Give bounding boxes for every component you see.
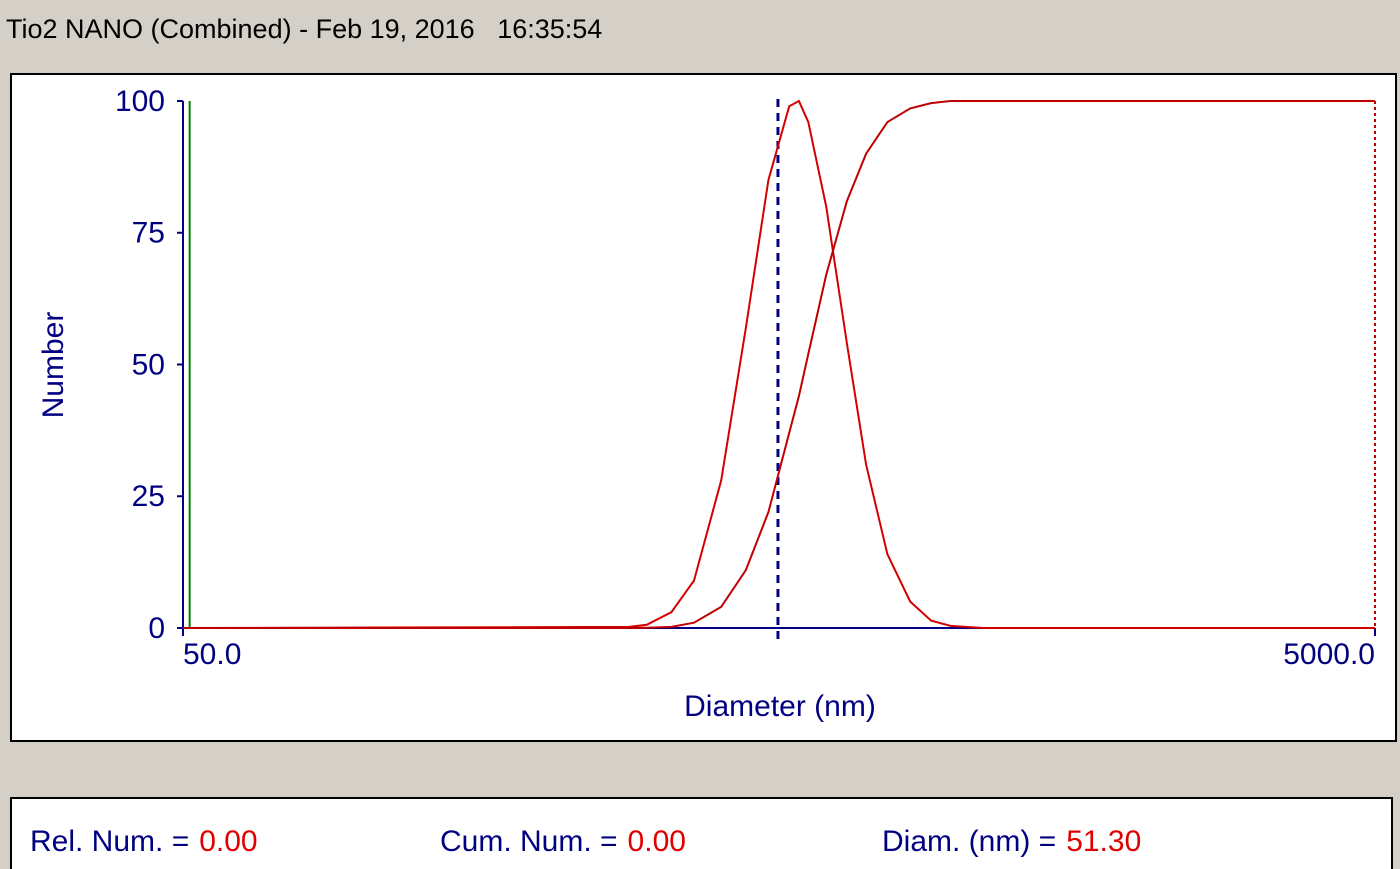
- status-field: Rel. Num. = 0.00: [30, 825, 258, 859]
- series-line: [183, 100, 1375, 629]
- x-tick-label: 50.0: [183, 638, 241, 671]
- status-field: Diam. (nm) = 51.30: [882, 825, 1141, 859]
- window-title: Tio2 NANO (Combined) - Feb 19, 2016 16:3…: [6, 14, 603, 44]
- status-panel: Rel. Num. = 0.00 Cum. Num. = 0.00 Diam. (nm)…: [10, 797, 1393, 869]
- series-line: [182, 99, 1375, 629]
- status-label: Rel. Num. =: [30, 825, 190, 858]
- x-axis-label: Diameter (nm): [684, 690, 876, 723]
- x-tick-label: 5000.0: [1283, 638, 1375, 671]
- status-value: 51.30: [1066, 825, 1142, 858]
- status-value: 0.00: [199, 825, 258, 858]
- y-tick-label: 100: [115, 85, 165, 118]
- status-value: 0.00: [627, 825, 686, 858]
- y-tick-label: 50: [132, 348, 165, 381]
- y-tick-label: 75: [132, 217, 165, 250]
- y-tick-label: 0: [148, 612, 165, 645]
- plot-panel: [10, 73, 1397, 742]
- y-tick-label: 25: [132, 480, 165, 513]
- y-axis-label: Number: [37, 312, 70, 419]
- status-field: Cum. Num. = 0.00: [440, 825, 686, 859]
- status-label: Diam. (nm) =: [882, 825, 1057, 858]
- status-label: Cum. Num. =: [440, 825, 618, 858]
